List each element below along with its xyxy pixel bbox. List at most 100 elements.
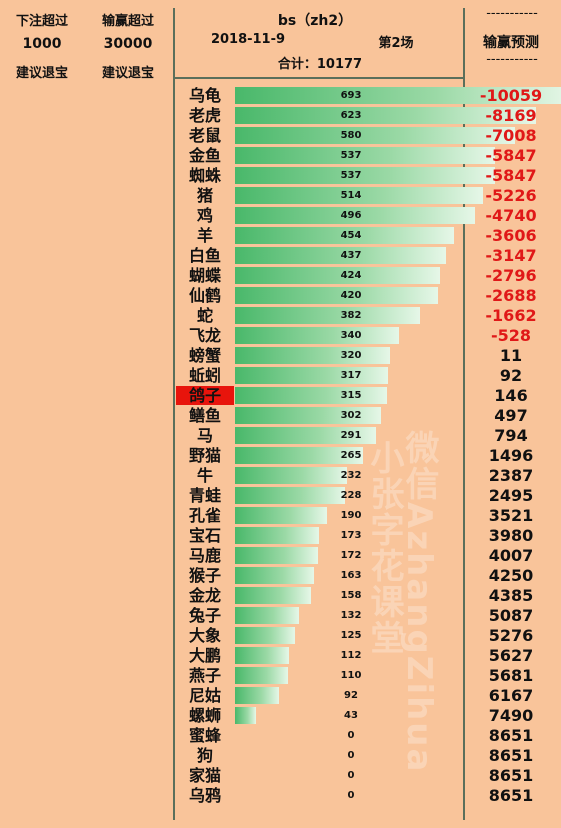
category-label: 猴子 (188, 566, 221, 585)
bar-value-label: 0 (347, 790, 355, 801)
watermark-classroom: 小张字花课堂 (364, 440, 404, 656)
category-label: 蜘蛛 (188, 166, 221, 185)
category-label: 金鱼 (188, 146, 221, 165)
bar-value-label: 92 (344, 690, 358, 701)
prediction-value: -5847 (485, 146, 537, 165)
bar (235, 187, 484, 204)
bar (235, 347, 390, 364)
bar-value-label: 125 (340, 630, 362, 641)
prediction-value: 6167 (488, 686, 534, 705)
prediction-value: 5681 (488, 666, 534, 685)
bar (235, 647, 290, 664)
prediction-value: -3147 (485, 246, 537, 265)
prediction-value: 7490 (488, 706, 534, 725)
bar-value-label: 132 (340, 610, 362, 621)
category-label: 宝石 (188, 526, 221, 545)
watermark-wechat: 微信AzhangZihua (399, 430, 439, 774)
bar-value-label: 265 (340, 450, 362, 461)
bar (235, 567, 314, 584)
win-exceed-value: 30000 (103, 36, 153, 52)
category-label: 乌鸦 (188, 786, 221, 805)
category-label: 老鼠 (188, 126, 221, 145)
bar (235, 367, 389, 384)
bar (235, 527, 319, 544)
bar-value-label: 424 (340, 270, 362, 281)
bar-value-label: 315 (340, 390, 362, 401)
bar-value-label: 172 (340, 550, 362, 561)
prediction-value: 2387 (488, 466, 534, 485)
category-label: 家猫 (188, 766, 221, 785)
bet-exceed-value: 1000 (22, 36, 62, 52)
category-label: 牛 (196, 466, 213, 485)
bar-value-label: 232 (340, 470, 362, 481)
prediction-value: 8651 (488, 766, 534, 785)
prediction-value: -1662 (485, 306, 537, 325)
bar-value-label: 112 (340, 650, 362, 661)
prediction-value: -528 (490, 326, 532, 345)
bar-value-label: 173 (340, 530, 362, 541)
prediction-value: 11 (499, 346, 523, 365)
bar-value-label: 693 (340, 90, 362, 101)
prediction-value: -7008 (485, 126, 537, 145)
bar-value-label: 317 (340, 370, 362, 381)
bar (235, 227, 455, 244)
bar (235, 247, 447, 264)
bar (235, 147, 495, 164)
category-label: 老虎 (188, 106, 221, 125)
prediction-value: -5226 (485, 186, 537, 205)
bar-value-label: 537 (340, 150, 362, 161)
date-label: 2018-11-9 (210, 32, 286, 47)
prediction-header: 输赢预测 (483, 35, 539, 51)
category-label: 野猫 (188, 446, 221, 465)
category-label: 大象 (188, 626, 221, 645)
prediction-value: 497 (494, 406, 528, 425)
prediction-value: 794 (494, 426, 528, 445)
category-label: 鸽子 (176, 386, 234, 405)
category-label: 尼姑 (188, 686, 221, 705)
category-label: 猪 (196, 186, 213, 205)
prediction-value: 146 (494, 386, 528, 405)
prediction-value: 2495 (488, 486, 534, 505)
bar-value-label: 302 (340, 410, 362, 421)
prediction-value: 1496 (488, 446, 534, 465)
category-label: 乌龟 (188, 86, 221, 105)
chart-title: bs（zh2） (277, 13, 353, 29)
bar-value-label: 190 (340, 510, 362, 521)
prediction-value: -2796 (485, 266, 537, 285)
bar (235, 467, 348, 484)
bar (235, 167, 495, 184)
bar-value-label: 0 (347, 730, 355, 741)
bar (235, 387, 388, 404)
bar (235, 267, 440, 284)
prediction-value: 5087 (488, 606, 534, 625)
category-label: 孔雀 (188, 506, 221, 525)
bar (235, 707, 256, 724)
bar-value-label: 623 (340, 110, 362, 121)
divider-left (173, 8, 175, 820)
category-label: 兔子 (188, 606, 221, 625)
prediction-value: 5276 (488, 626, 534, 645)
bar (235, 547, 319, 564)
category-label: 飞龙 (188, 326, 221, 345)
total-label: 合计：10177 (277, 57, 363, 72)
bar (235, 427, 376, 444)
bar-value-label: 437 (340, 250, 362, 261)
prediction-value: 5627 (488, 646, 534, 665)
category-label: 狗 (196, 746, 213, 765)
bar (235, 487, 346, 504)
category-label: 大鹏 (188, 646, 221, 665)
bar (235, 587, 312, 604)
bar (235, 107, 537, 124)
dashes-top: ----------- (486, 6, 538, 21)
category-label: 鸡 (196, 206, 213, 225)
dashes-bottom: ----------- (486, 52, 538, 67)
category-label: 蛇 (196, 306, 213, 325)
bar (235, 687, 280, 704)
category-label: 蚯蚓 (188, 366, 221, 385)
bar (235, 207, 475, 224)
category-label: 蝴蝶 (188, 266, 221, 285)
category-label: 蜜蜂 (188, 726, 221, 745)
win-exceed-label: 输赢超过 (101, 14, 154, 29)
prediction-value: 4007 (488, 546, 534, 565)
divider-right (463, 8, 465, 820)
